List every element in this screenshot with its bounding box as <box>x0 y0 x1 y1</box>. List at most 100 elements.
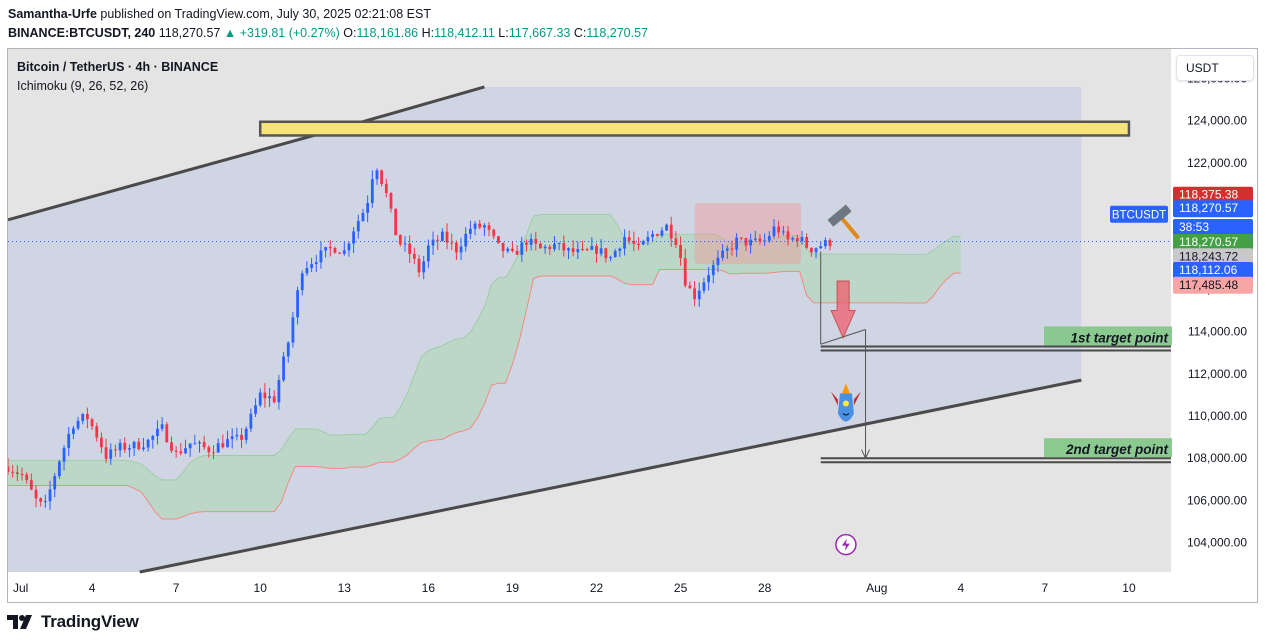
low-label: L: <box>498 26 509 40</box>
candles <box>8 168 832 510</box>
candle <box>814 247 818 259</box>
candle <box>314 254 318 272</box>
cloud-lower-line <box>8 269 961 520</box>
candle-body <box>282 356 285 381</box>
y-tick-label: 106,000.00 <box>1187 493 1247 507</box>
candle-body <box>688 285 692 289</box>
candle-body <box>67 433 71 448</box>
price-label-text: 118,112.06 <box>1179 263 1238 277</box>
candle-body <box>240 434 243 440</box>
candle-body <box>511 248 514 251</box>
candle-body <box>128 448 131 450</box>
candle <box>436 235 440 250</box>
candle-body <box>800 236 804 242</box>
x-tick-label: 4 <box>89 581 96 595</box>
candle-body <box>207 447 211 453</box>
candle <box>338 252 342 254</box>
candle <box>735 233 739 257</box>
candle-body <box>408 243 412 254</box>
candle-body <box>501 242 505 252</box>
candle-body <box>53 476 57 490</box>
candle <box>240 428 243 449</box>
hammer-icon <box>827 204 861 240</box>
y-tick-label: 108,000.00 <box>1187 451 1247 465</box>
rocket-smile <box>842 413 850 416</box>
time-axis-background <box>8 572 1171 602</box>
candle-body <box>660 230 664 236</box>
candle <box>511 242 514 253</box>
candle-body <box>375 170 379 180</box>
candle-body <box>595 246 598 254</box>
candle-body <box>39 498 43 502</box>
candle <box>244 426 248 444</box>
ichimoku-cloud <box>8 214 961 519</box>
candle-body <box>380 170 384 184</box>
candle-body <box>95 426 99 438</box>
candle <box>394 208 398 236</box>
candle <box>412 247 416 265</box>
candle-body <box>202 442 206 448</box>
candle-body <box>398 235 402 245</box>
candle <box>753 230 757 242</box>
candle-body <box>100 437 103 448</box>
candle <box>137 437 141 451</box>
candle <box>389 192 393 213</box>
candle <box>342 241 346 256</box>
candle <box>828 238 832 251</box>
candle-body <box>576 248 580 253</box>
candle <box>305 261 309 277</box>
price-label: 118,243.72 <box>1173 248 1253 266</box>
candle-body <box>730 248 734 250</box>
candle <box>95 422 99 442</box>
candle <box>786 225 790 246</box>
candle-body <box>445 231 449 243</box>
candle-body <box>791 238 795 240</box>
candle <box>623 229 626 256</box>
candle-body <box>562 242 566 251</box>
candle-body <box>361 212 365 222</box>
chart-legend-indicator[interactable]: Ichimoku (9, 26, 52, 26) <box>17 79 149 93</box>
candle <box>29 473 33 491</box>
candle-body <box>277 380 281 403</box>
candle <box>366 195 370 223</box>
candle-body <box>57 461 61 477</box>
candle <box>235 427 239 441</box>
candle <box>557 242 561 251</box>
candle <box>567 247 570 260</box>
candle-body <box>403 243 407 245</box>
candle <box>263 383 267 408</box>
candle-body <box>146 439 150 448</box>
candle <box>174 446 178 458</box>
target-label-1: 1st target point <box>1070 330 1168 345</box>
publisher-name[interactable]: Samantha-Urfe <box>8 7 97 21</box>
candle <box>739 237 743 241</box>
candle <box>426 239 430 269</box>
x-tick-label: 28 <box>758 581 772 595</box>
candle-body <box>160 424 164 429</box>
price-label: 117,485.48 <box>1173 276 1253 294</box>
candle-body <box>632 240 636 244</box>
candle-body <box>749 239 753 246</box>
candle <box>641 239 645 246</box>
candle <box>468 220 472 240</box>
chart-legend-title[interactable]: Bitcoin / TetherUS · 4h · BINANCE <box>17 60 219 74</box>
candle <box>384 178 388 198</box>
candle-body <box>170 442 173 451</box>
candle-body <box>109 449 113 459</box>
candle <box>408 235 412 264</box>
low-value: 117,667.33 <box>508 26 571 40</box>
candle-body <box>786 231 790 240</box>
candle <box>11 464 15 478</box>
price-chart[interactable]: 1st target point 2nd target point 104,000.… <box>8 49 1257 602</box>
candle-body <box>492 229 496 237</box>
x-tick-label: 13 <box>338 581 352 595</box>
candle-body <box>450 242 454 244</box>
candle <box>324 246 328 258</box>
candle <box>763 233 767 246</box>
tradingview-brand[interactable]: TradingView <box>41 612 139 631</box>
candle <box>697 282 701 307</box>
currency-button[interactable]: USDT <box>1176 55 1254 81</box>
chart-frame <box>7 48 1258 603</box>
price-label-text: 38:53 <box>1179 220 1209 234</box>
candle-body <box>693 288 696 300</box>
